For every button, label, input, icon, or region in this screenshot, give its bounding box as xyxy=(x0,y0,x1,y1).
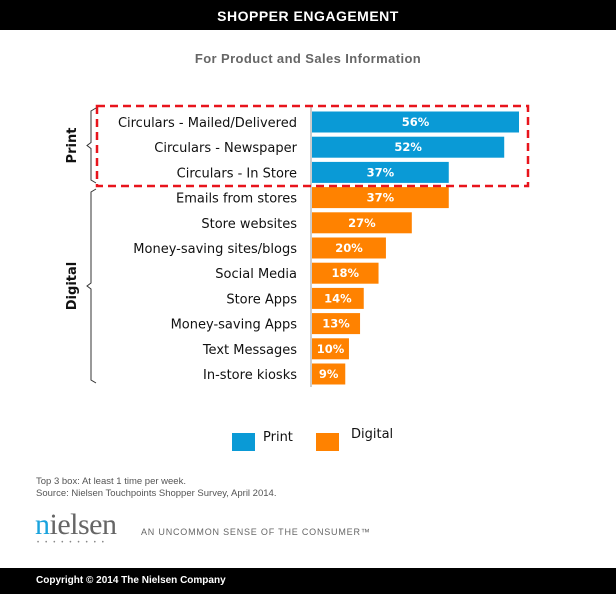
data-label: 9% xyxy=(319,367,339,381)
data-label: 10% xyxy=(317,342,345,356)
logo-dots: ••••••••• xyxy=(37,540,110,546)
bar-1 xyxy=(312,136,505,158)
data-label: 37% xyxy=(367,165,395,179)
bar-chart: Circulars - Mailed/Delivered 56% Circulars… xyxy=(65,104,530,387)
data-label: 20% xyxy=(335,241,363,255)
data-label: 37% xyxy=(367,191,395,205)
bar-0 xyxy=(312,111,519,133)
legend-label-digital: Digital xyxy=(351,427,394,442)
category-label: Money-saving Apps xyxy=(171,318,298,333)
footnotes: Top 3 box: At least 1 time per week. Sou… xyxy=(36,476,276,500)
group-label-digital: Digital xyxy=(65,262,80,310)
bar-6 xyxy=(312,262,379,284)
print-bracket xyxy=(86,107,97,184)
header-bar: SHOPPER ENGAGEMENT xyxy=(0,0,616,30)
data-label: 13% xyxy=(322,317,350,331)
bar-2 xyxy=(312,161,449,183)
bar-7 xyxy=(312,287,364,309)
category-label: Circulars - Mailed/Delivered xyxy=(118,116,297,131)
category-label: Emails from stores xyxy=(176,192,297,207)
nielsen-logo: nielsen xyxy=(35,508,117,541)
category-label: Social Media xyxy=(215,267,297,282)
bar-5 xyxy=(312,237,386,259)
category-label: Text Messages xyxy=(202,343,297,358)
category-label: Money-saving sites/blogs xyxy=(133,242,297,257)
footnote-top3: Top 3 box: At least 1 time per week. xyxy=(36,476,186,487)
category-label: Circulars - In Store xyxy=(177,166,297,181)
footnote-source: Source: Nielsen Touchpoints Shopper Surv… xyxy=(36,488,277,499)
bar-10 xyxy=(312,363,346,385)
category-label: Store websites xyxy=(201,217,297,232)
data-label: 18% xyxy=(332,266,360,280)
highlight-box xyxy=(95,104,530,188)
data-label: 56% xyxy=(402,115,430,129)
copyright: Copyright © 2014 The Nielsen Company xyxy=(36,575,226,586)
category-label: In-store kiosks xyxy=(203,368,297,383)
digital-bracket xyxy=(86,188,97,384)
category-label: Circulars - Newspaper xyxy=(154,141,297,156)
bar-3 xyxy=(312,187,449,209)
chart-title: For Product and Sales Information xyxy=(194,51,422,66)
footer-bar: Copyright © 2014 The Nielsen Company xyxy=(0,568,616,594)
header-title: SHOPPER ENGAGEMENT xyxy=(217,8,399,24)
bar-8 xyxy=(312,313,361,335)
bar-4 xyxy=(312,212,412,234)
data-label: 52% xyxy=(394,140,422,154)
logo-tagline: AN UNCOMMON SENSE OF THE CONSUMER™ xyxy=(141,527,371,537)
legend-label-print: Print xyxy=(263,430,293,445)
group-label-print: Print xyxy=(65,128,80,164)
bar-9 xyxy=(312,338,349,360)
data-label: 27% xyxy=(348,216,376,230)
data-label: 14% xyxy=(324,291,352,305)
category-label: Store Apps xyxy=(226,292,297,307)
legend-swatch-print xyxy=(232,433,255,451)
legend-swatch-digital xyxy=(316,433,339,451)
